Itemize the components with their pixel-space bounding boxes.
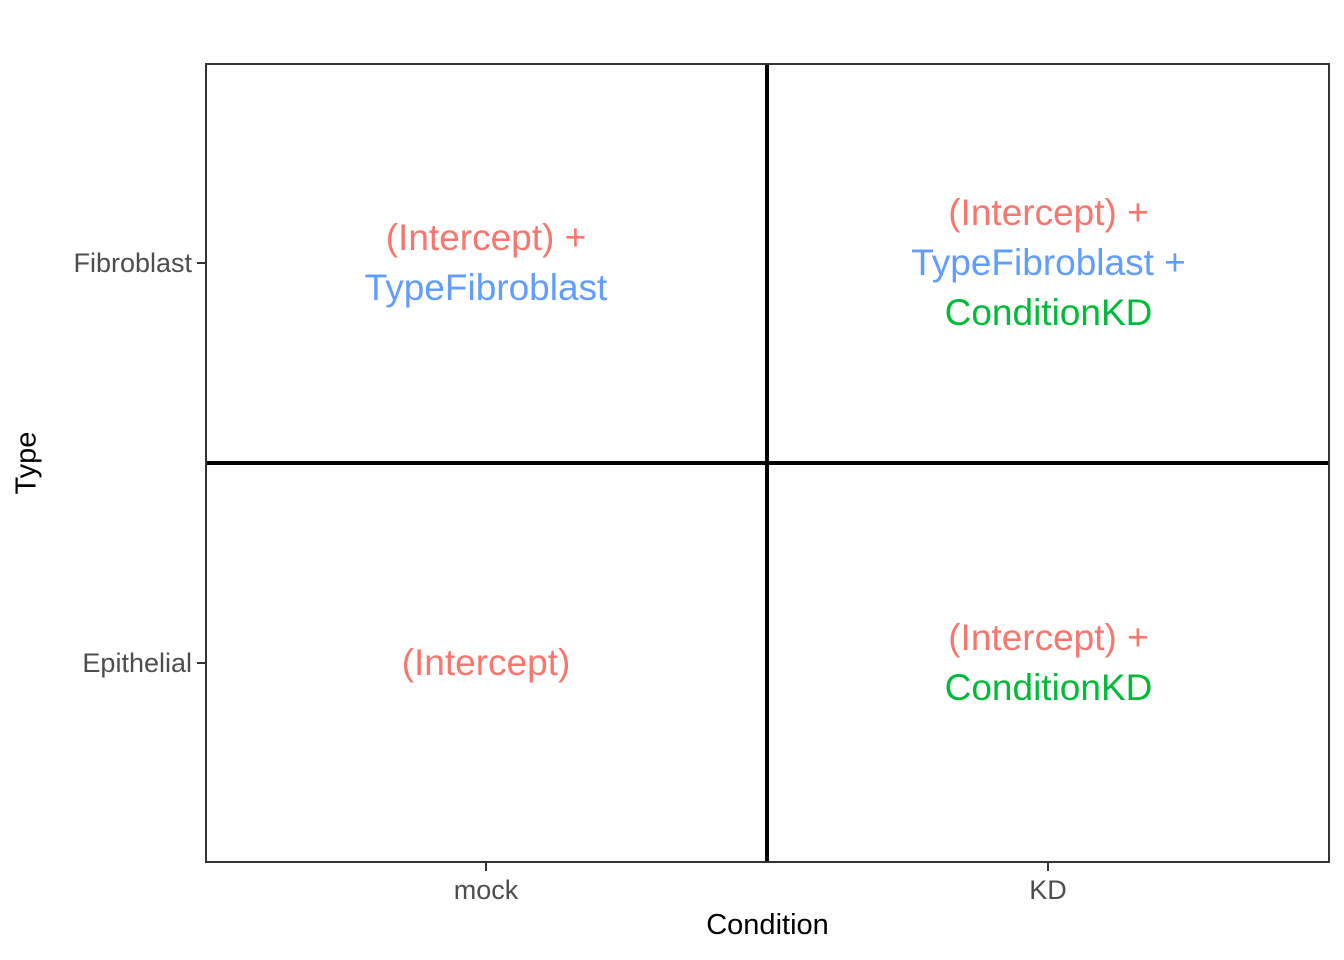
- formula-term-intercept: (Intercept) +: [948, 617, 1149, 658]
- x-axis-tick-mark-mock: [485, 863, 487, 871]
- cell-epithelial-mock: (Intercept): [207, 465, 765, 861]
- plot-panel: (Intercept) + TypeFibroblast (Intercept)…: [205, 63, 1330, 863]
- y-axis-tick-mark-fibroblast: [197, 262, 205, 264]
- formula-term-conditionkd: ConditionKD: [944, 292, 1153, 333]
- formula-term-conditionkd: ConditionKD: [944, 667, 1153, 708]
- formula-term-intercept: (Intercept) +: [385, 217, 587, 258]
- formula-term-intercept: (Intercept): [401, 642, 571, 683]
- y-tick-label-fibroblast: Fibroblast: [73, 248, 192, 278]
- formula-term-intercept: (Intercept) +: [948, 192, 1149, 233]
- y-tick-label-epithelial: Epithelial: [82, 648, 192, 678]
- cell-fibroblast-mock: (Intercept) + TypeFibroblast: [207, 65, 765, 461]
- formula-term-typefibroblast: TypeFibroblast: [364, 267, 608, 308]
- formula-term-typefibroblast: TypeFibroblast +: [911, 242, 1186, 283]
- y-axis-tick-mark-epithelial: [197, 662, 205, 664]
- x-tick-label-mock: mock: [453, 875, 519, 905]
- cell-epithelial-kd: (Intercept) + ConditionKD: [769, 465, 1328, 861]
- horizontal-divider-line: [207, 461, 1328, 465]
- x-tick-label-kd: KD: [1029, 875, 1067, 905]
- cell-fibroblast-kd: (Intercept) + TypeFibroblast + Condition…: [769, 65, 1328, 461]
- y-axis-title: Type: [10, 431, 43, 495]
- x-axis-title: Condition: [706, 909, 829, 941]
- x-axis-tick-mark-kd: [1047, 863, 1049, 871]
